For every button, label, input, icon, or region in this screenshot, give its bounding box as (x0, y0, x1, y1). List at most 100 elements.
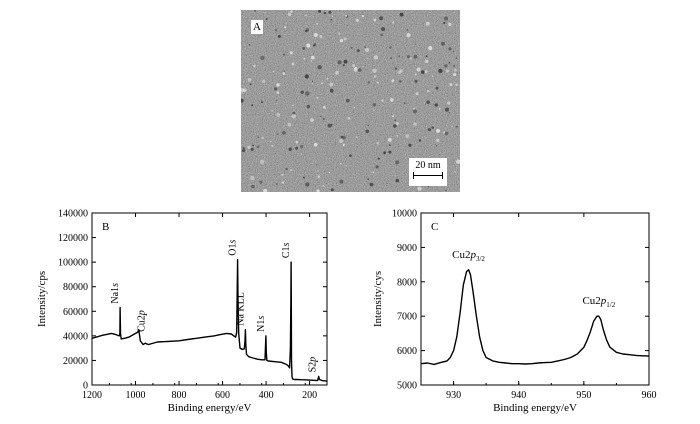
tem-particle (435, 86, 439, 90)
tem-particle (290, 10, 293, 13)
tem-particle (305, 182, 310, 187)
tem-particle (375, 165, 379, 169)
x-tick-label: 200 (302, 390, 317, 401)
tem-particle (300, 90, 304, 95)
tem-particle (342, 64, 345, 67)
tem-particle (415, 92, 419, 96)
xps-cu2p-chart: 930 940 950 960 5000 6000 7000 8000 9000 10000 Bin… (372, 209, 657, 415)
tem-particle (260, 159, 265, 164)
tem-particle (448, 47, 452, 51)
tem-particle (453, 73, 457, 77)
tem-particle (322, 117, 325, 121)
tem-particle (288, 147, 292, 151)
tem-particle (381, 27, 386, 32)
tem-particle (306, 104, 310, 109)
tem-particle (317, 175, 320, 178)
tem-particle (453, 65, 456, 68)
tem-particle (290, 169, 293, 172)
tem-particle (438, 68, 443, 74)
tem-particle (413, 54, 418, 59)
peak-annotation: N1s (256, 316, 267, 332)
tem-particle (377, 81, 379, 84)
tem-particle (354, 67, 358, 70)
tem-particle (398, 55, 400, 57)
tem-particle (355, 18, 359, 22)
tem-particle (456, 159, 460, 164)
tem-particle (388, 150, 392, 154)
tem-particle (302, 47, 306, 50)
x-axis-label: Binding energy/eV (493, 402, 577, 414)
tem-particle (305, 28, 309, 32)
tem-particle (292, 111, 296, 115)
tem-image (241, 10, 460, 192)
tem-particle (270, 140, 272, 143)
tem-particle (342, 135, 346, 140)
tem-particle (381, 99, 384, 102)
tem-particle (316, 164, 318, 166)
tem-particle (448, 22, 452, 26)
x-tick-label: 800 (172, 390, 187, 401)
tem-particle (292, 104, 294, 107)
tem-particle (373, 18, 377, 22)
tem-particle (444, 16, 448, 21)
tem-particle (289, 51, 293, 55)
tem-particle (373, 55, 378, 60)
tem-particle (262, 79, 266, 83)
tem-particle (329, 88, 334, 93)
tem-particle (396, 135, 399, 137)
tem-particle (427, 128, 431, 132)
tem-particle (311, 80, 314, 82)
tem-particle (367, 178, 370, 181)
x-tick-label: 1200 (82, 390, 102, 401)
tem-particle (285, 167, 288, 171)
tem-particle (409, 57, 412, 60)
tem-particle (274, 29, 277, 32)
tem-particle (313, 142, 318, 147)
tem-particle (276, 83, 280, 87)
tem-particle (413, 122, 417, 126)
tem-particle (248, 44, 251, 46)
tem-particle (287, 122, 292, 127)
tem-particle (448, 61, 451, 64)
tem-particle (345, 14, 348, 17)
tem-particle (399, 69, 403, 73)
tem-particle (361, 15, 364, 18)
y-tick-label: 100000 (58, 258, 88, 269)
tem-particle (272, 71, 275, 73)
tem-particle (287, 12, 292, 17)
tem-particle (260, 101, 263, 104)
tem-particle (367, 81, 370, 84)
tem-particle (318, 10, 322, 13)
tem-particle (339, 39, 344, 43)
tem-particle (427, 185, 430, 188)
tem-particle (392, 21, 395, 24)
tem-particle (241, 88, 245, 93)
y-tick-label: 20000 (63, 356, 88, 367)
tem-particle (276, 99, 278, 101)
tem-particle (451, 125, 453, 128)
tem-particle (436, 145, 438, 147)
tem-particle (395, 122, 399, 126)
y-tick-label: 9000 (397, 243, 417, 254)
tem-particle (282, 72, 286, 75)
tem-particle (388, 138, 392, 142)
tem-particle (386, 182, 388, 184)
tem-particle (436, 128, 440, 133)
tem-particle (343, 59, 348, 64)
tem-particle (380, 33, 383, 37)
y-tick-label: 40000 (63, 331, 88, 342)
tem-particle (345, 165, 347, 167)
tem-particle (242, 149, 246, 153)
tem-particle (399, 80, 402, 83)
y-tick-label: 80000 (63, 282, 88, 293)
tem-particle (339, 179, 344, 184)
tem-particle (252, 144, 255, 147)
tem-particle (291, 114, 296, 119)
y-tick-label: 10000 (392, 209, 417, 220)
tem-particle (392, 124, 397, 128)
tem-particle (428, 46, 433, 51)
tem-particle (320, 115, 322, 118)
tem-particle (319, 35, 323, 38)
tem-particle (261, 136, 264, 139)
tem-particle (283, 70, 285, 72)
